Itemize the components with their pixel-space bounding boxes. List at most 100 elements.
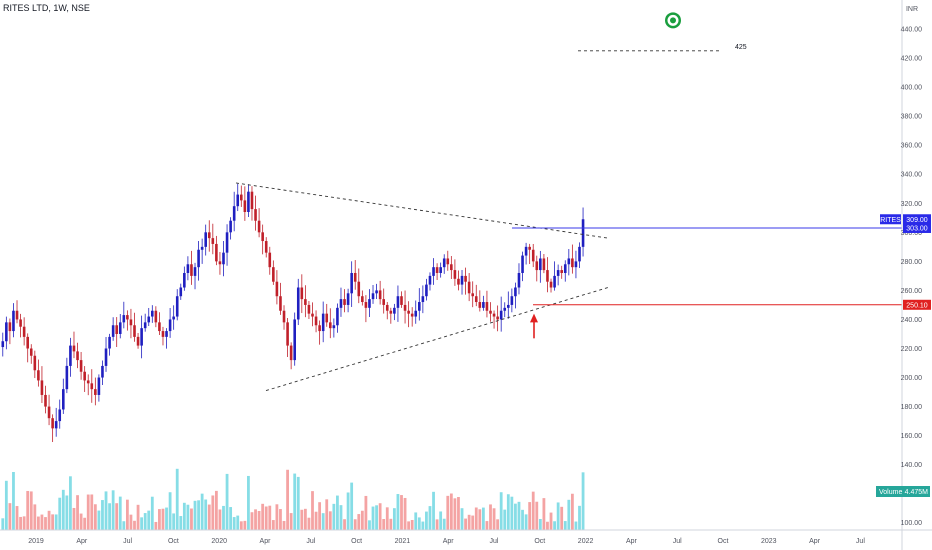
- candle-body: [136, 336, 140, 346]
- volume-bar: [172, 513, 176, 530]
- volume-bar: [510, 496, 514, 530]
- candle-body: [29, 348, 33, 356]
- candle-body: [546, 270, 549, 282]
- candle-body: [54, 421, 58, 429]
- candle-body: [58, 409, 62, 422]
- price-tick-label: 220.00: [901, 346, 923, 353]
- candle-body: [147, 316, 151, 323]
- volume-bar: [428, 506, 432, 530]
- candle-body: [158, 322, 161, 332]
- volume-bar: [168, 492, 172, 530]
- volume-bar: [44, 517, 47, 530]
- candle-body: [165, 331, 168, 337]
- candle-body: [247, 191, 250, 212]
- candle-body: [118, 322, 122, 334]
- candle-body: [229, 220, 232, 233]
- time-tick-label: Apr: [76, 538, 88, 545]
- volume-bar: [33, 504, 37, 530]
- candle-body: [571, 258, 574, 268]
- time-tick-label: Jul: [306, 538, 315, 545]
- candle-body: [492, 313, 496, 317]
- time-tick-label: 2020: [211, 538, 227, 545]
- volume-bar: [567, 499, 571, 530]
- candle-body: [439, 267, 442, 273]
- candle-body: [86, 380, 90, 384]
- volume-bar: [385, 507, 389, 530]
- price-tick-label: 420.00: [901, 56, 923, 63]
- time-tick-label: Jul: [490, 538, 499, 545]
- candle-body: [254, 209, 257, 221]
- chart-title: RITES LTD, 1W, NSE: [3, 3, 90, 13]
- candle-body: [143, 322, 147, 329]
- candle-body: [442, 258, 446, 268]
- volume-bar: [542, 498, 546, 530]
- price-tick-label: 340.00: [901, 172, 923, 179]
- volume-bar: [204, 499, 208, 530]
- candle-body: [211, 238, 215, 244]
- volume-bar: [218, 509, 222, 530]
- volume-bar: [279, 509, 282, 530]
- volume-bar: [118, 496, 122, 530]
- volume-bar: [432, 491, 435, 530]
- volume-bar: [467, 514, 471, 530]
- volume-bar: [506, 494, 510, 530]
- candle-body: [140, 328, 143, 346]
- candle-body: [350, 272, 353, 294]
- price-tick-label: 200.00: [901, 375, 923, 382]
- volume-bar: [229, 507, 233, 530]
- candle-body: [471, 293, 474, 297]
- volume-bar: [325, 499, 329, 530]
- candle-body: [5, 322, 8, 342]
- price-label-box: [903, 299, 931, 310]
- volume-bar: [104, 491, 108, 530]
- volume-bar: [410, 519, 414, 530]
- volume-bar: [254, 509, 257, 530]
- volume-bar: [79, 513, 83, 530]
- volume-bar: [574, 521, 578, 530]
- volume-bar: [207, 504, 211, 530]
- volume-bar: [392, 508, 396, 530]
- candle-body: [507, 304, 510, 308]
- arrow-up-icon: [530, 313, 538, 323]
- time-tick-label: Apr: [443, 538, 455, 545]
- candle-body: [1, 341, 5, 348]
- candle-body: [446, 258, 450, 265]
- candle-body: [282, 310, 286, 323]
- candle-body: [563, 264, 567, 273]
- candle-body: [186, 264, 190, 273]
- time-axis: 2019 Apr Jul Oct 2020 Apr Jul Oct 2021 Apr Jul Oct 2…: [0, 529, 932, 545]
- candle-body: [393, 307, 396, 314]
- candle-body: [318, 325, 321, 332]
- candle-body: [261, 232, 264, 242]
- volume-bar: [546, 521, 549, 530]
- candle-body: [204, 232, 207, 247]
- time-tick-label: Apr: [626, 538, 638, 545]
- candle-body: [300, 287, 304, 300]
- candle-body: [37, 370, 40, 381]
- candle-body: [12, 310, 15, 332]
- volume-bar: [271, 520, 275, 530]
- candle-body: [307, 304, 311, 314]
- volume-bar: [54, 514, 58, 530]
- candle-body: [389, 310, 393, 314]
- volume-bar: [524, 514, 528, 530]
- volume-tag-value: 4.475M: [905, 489, 929, 496]
- volume-bar: [514, 503, 517, 530]
- candle-body: [97, 377, 101, 395]
- volume-bar: [108, 503, 111, 530]
- candle-body: [418, 302, 421, 311]
- candle-body: [396, 296, 400, 308]
- candle-body: [183, 272, 186, 288]
- time-tick-label: Apr: [809, 538, 821, 545]
- volume-bar: [389, 518, 393, 530]
- volume-bar: [499, 492, 503, 530]
- volume-bar: [161, 508, 165, 530]
- volume-bar: [143, 513, 147, 530]
- candle-body: [240, 194, 243, 201]
- volume-bar: [556, 502, 560, 530]
- candle-body: [425, 284, 428, 297]
- volume-bar: [286, 469, 289, 530]
- candle-body: [578, 246, 581, 262]
- volume-bar: [328, 511, 332, 530]
